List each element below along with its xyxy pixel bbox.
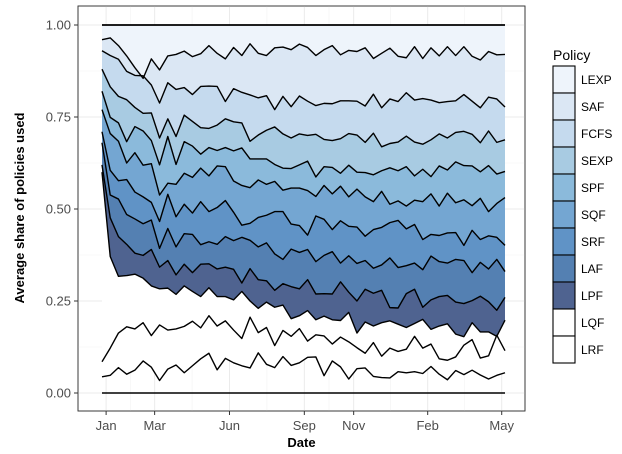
legend-swatch-srf — [552, 227, 576, 256]
area-srf — [102, 131, 505, 273]
x-tick-label: Mar — [143, 418, 166, 433]
area-laf — [102, 142, 505, 311]
area-lqf — [102, 172, 505, 362]
legend-title: Policy — [553, 47, 590, 63]
x-tick-label: Nov — [342, 418, 366, 433]
x-tick-label: Jan — [96, 418, 117, 433]
x-axis: Jan Mar Jun Sep Nov Feb May — [96, 411, 514, 433]
boundary-line — [101, 172, 506, 338]
legend-swatch-spf — [552, 173, 576, 202]
boundary-line — [101, 315, 506, 363]
area-sexp — [102, 69, 505, 177]
boundary-line — [101, 91, 506, 178]
boundary-line — [101, 352, 506, 382]
y-tick-label: 1.00 — [46, 18, 71, 33]
y-tick-label: 0.25 — [46, 294, 71, 309]
boundary-line — [101, 37, 506, 80]
area-lexp — [102, 25, 505, 79]
x-tick-label: Feb — [416, 418, 438, 433]
legend-label-lpf: LPF — [581, 289, 603, 303]
y-tick-label: 0.50 — [46, 202, 71, 217]
legend-label-lqf: LQF — [581, 316, 604, 330]
area-saf — [102, 37, 505, 110]
legend-label-fcfs: FCFS — [581, 127, 612, 141]
x-tick-label: May — [489, 418, 514, 433]
boundary-line — [101, 68, 506, 148]
legend-swatch-sexp — [552, 146, 576, 175]
legend-swatch-lqf — [552, 308, 576, 337]
boundary-line — [101, 131, 506, 247]
legend: Policy LEXP SAF FCFS SEXP SPF SQF SRF LAF LPF LQF… — [552, 47, 613, 364]
boundary-line — [101, 50, 506, 111]
area-lrf — [102, 315, 505, 381]
x-axis-title: Date — [287, 435, 315, 450]
legend-label-spf: SPF — [581, 181, 604, 195]
area-sqf — [102, 109, 505, 246]
legend-label-sexp: SEXP — [581, 154, 613, 168]
x-tick-label: Sep — [293, 418, 316, 433]
legend-label-lexp: LEXP — [581, 73, 612, 87]
legend-label-sqf: SQF — [581, 208, 606, 222]
boundary-line — [101, 109, 506, 213]
legend-label-srf: SRF — [581, 235, 605, 249]
y-axis: 0.00 0.25 0.50 0.75 1.00 — [46, 18, 78, 401]
legend-swatch-sqf — [552, 200, 576, 229]
legend-swatch-laf — [552, 254, 576, 283]
legend-swatch-lpf — [552, 281, 576, 310]
x-tick-label: Jun — [219, 418, 240, 433]
legend-label-saf: SAF — [581, 100, 604, 114]
y-tick-label: 0.75 — [46, 110, 71, 125]
legend-swatch-saf — [552, 92, 576, 121]
boundary-line — [101, 164, 506, 311]
legend-swatch-lexp — [552, 65, 576, 94]
boundary-lines — [101, 24, 506, 394]
y-axis-title: Average share of policies used — [12, 112, 27, 303]
legend-swatch-fcfs — [552, 119, 576, 148]
legend-swatch-lrf — [552, 335, 576, 364]
y-tick-label: 0.00 — [46, 386, 71, 401]
boundary-line — [101, 142, 506, 274]
legend-label-laf: LAF — [581, 262, 603, 276]
legend-label-lrf: LRF — [581, 343, 604, 357]
area-spf — [102, 91, 505, 212]
